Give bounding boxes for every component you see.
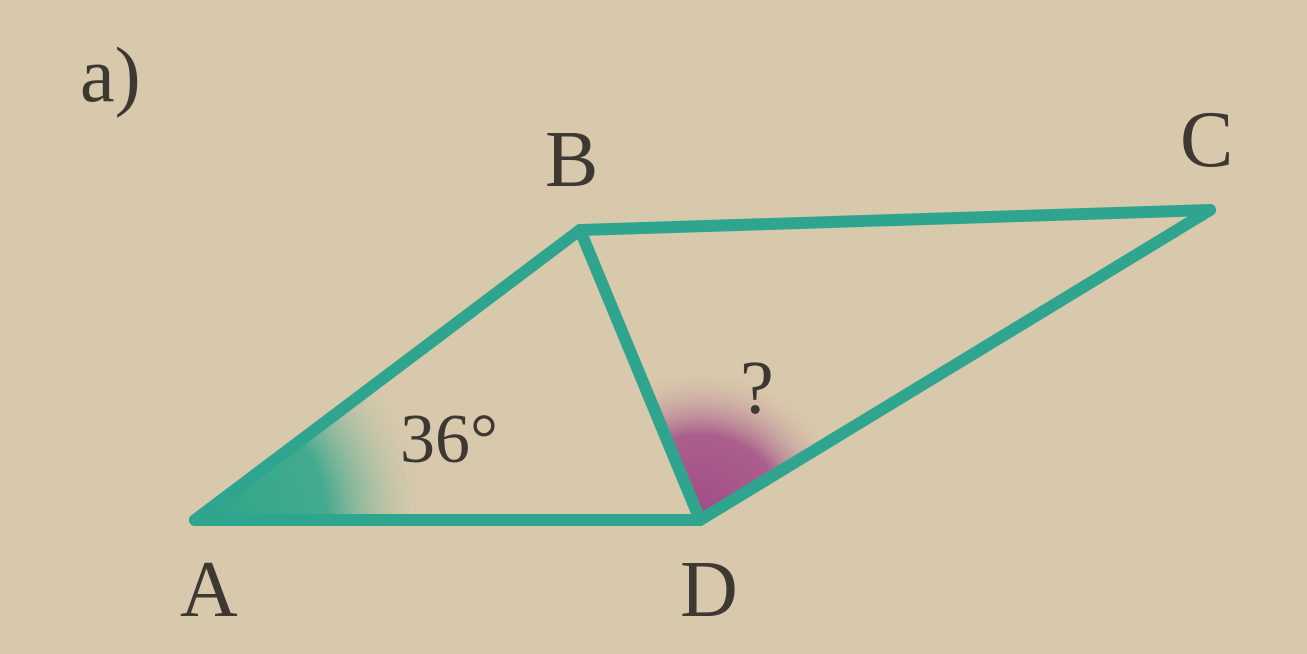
geometry-diagram: a) 36° ? A B C D xyxy=(0,0,1307,654)
angle-bdc-label: ? xyxy=(740,345,774,432)
problem-label: a) xyxy=(80,30,141,120)
vertex-label-d: D xyxy=(680,545,738,636)
angle-a-label: 36° xyxy=(400,400,498,480)
vertex-label-b: B xyxy=(545,115,598,206)
vertex-label-a: A xyxy=(180,545,238,636)
vertex-label-c: C xyxy=(1180,95,1233,186)
